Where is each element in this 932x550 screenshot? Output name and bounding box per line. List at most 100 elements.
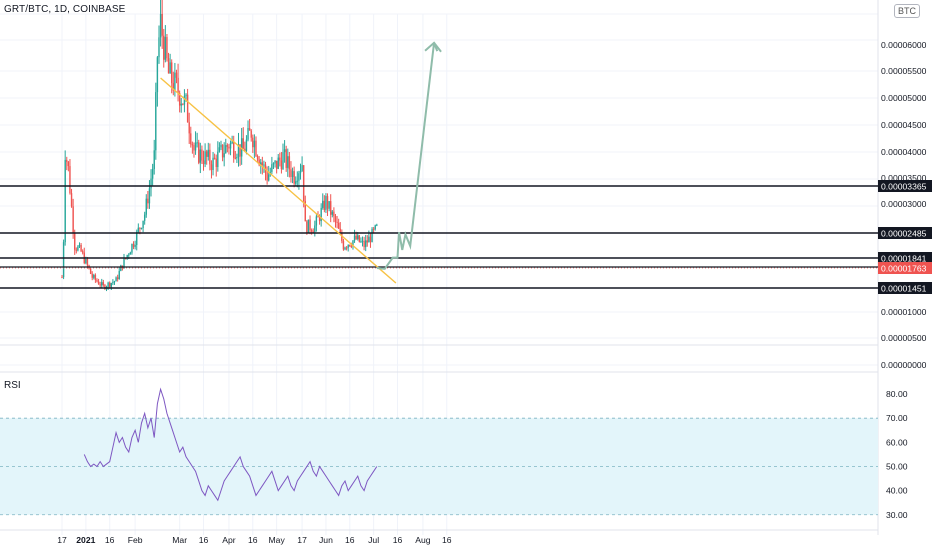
candle-body xyxy=(320,207,322,222)
candle-body xyxy=(223,153,225,158)
candle-body xyxy=(126,255,128,259)
candle-body xyxy=(253,140,256,148)
price-tick-label: 0.00004500 xyxy=(881,120,927,130)
rsi-tick-label: 60.00 xyxy=(886,437,908,447)
time-tick-label: Feb xyxy=(128,535,143,545)
currency-badge[interactable]: BTC xyxy=(894,4,920,18)
candles xyxy=(61,0,378,292)
candle-body xyxy=(342,241,345,250)
candle-body xyxy=(136,231,138,246)
candle-body xyxy=(315,216,318,226)
candle-body xyxy=(174,72,176,91)
candle-body xyxy=(199,149,202,163)
candle-body xyxy=(330,201,332,215)
candle-body xyxy=(169,62,171,74)
candle-body xyxy=(326,196,329,209)
candle-body xyxy=(96,279,98,282)
candle-body xyxy=(186,94,189,123)
candle-body xyxy=(183,95,186,105)
candle-body xyxy=(143,214,146,221)
symbol-title[interactable]: GRT/BTC, 1D, COINBASE xyxy=(4,4,126,15)
candle-body xyxy=(213,157,216,159)
candle-body xyxy=(112,282,114,284)
candle-body xyxy=(261,162,264,166)
candle-body xyxy=(129,252,132,255)
candle-body xyxy=(333,211,335,217)
candle-body xyxy=(260,162,262,166)
current-price-badge xyxy=(878,262,932,274)
candle-body xyxy=(352,240,354,247)
projection-path xyxy=(376,41,442,270)
candle-body xyxy=(221,144,224,158)
candle-body xyxy=(85,259,87,264)
candle-body xyxy=(77,246,79,251)
candle-body xyxy=(345,247,348,249)
level-label: 0.00003365 xyxy=(881,182,927,192)
candle-body xyxy=(272,163,275,165)
candle-body xyxy=(302,165,305,202)
candle-body xyxy=(67,161,70,167)
price-tick-label: 0.00000500 xyxy=(881,333,927,343)
candle-body xyxy=(190,133,192,145)
time-tick-label: Apr xyxy=(222,535,236,545)
rsi-tick-label: 50.00 xyxy=(886,461,908,471)
price-tick-label: 0.00003000 xyxy=(881,199,927,209)
time-tick-label: 16 xyxy=(248,535,258,545)
candle-body xyxy=(167,58,170,74)
candle-body xyxy=(295,181,297,184)
candle-body xyxy=(288,156,291,170)
candle-body xyxy=(204,151,206,165)
candle-body xyxy=(271,164,273,172)
candle-body xyxy=(229,143,232,149)
rsi-title[interactable]: RSI xyxy=(4,380,21,391)
price-tick-label: 0.00000000 xyxy=(881,360,927,370)
candle-body xyxy=(97,281,100,285)
candle-body xyxy=(328,201,330,209)
candle-body xyxy=(309,219,311,231)
time-tick-label: 16 xyxy=(345,535,355,545)
candle-body xyxy=(228,146,230,149)
candle-body xyxy=(317,216,319,218)
candle-body xyxy=(323,200,326,210)
candle-body xyxy=(218,147,221,152)
level-label: 0.00002485 xyxy=(881,229,927,239)
candle-body xyxy=(182,103,184,105)
candle-body xyxy=(93,275,95,278)
candle-body xyxy=(128,254,130,256)
time-tick-label: 17 xyxy=(57,535,67,545)
time-tick-label: 16 xyxy=(105,535,115,545)
candle-body xyxy=(357,235,359,240)
level-badge xyxy=(878,282,932,294)
candle-body xyxy=(252,137,254,148)
candle-body xyxy=(99,284,101,286)
candle-body xyxy=(74,232,76,250)
candle-body xyxy=(104,285,106,289)
candle-body xyxy=(236,157,238,159)
candle-body xyxy=(325,196,327,210)
candle-body xyxy=(242,138,244,149)
candle-body xyxy=(89,268,92,274)
time-tick-label: May xyxy=(269,535,286,545)
price-tick-label: 0.00001000 xyxy=(881,307,927,317)
time-tick-label: 16 xyxy=(442,535,452,545)
candle-body xyxy=(205,151,208,157)
candle-body xyxy=(283,149,286,153)
candle-body xyxy=(366,240,368,243)
candle-body xyxy=(280,160,283,170)
candle-body xyxy=(363,240,365,248)
time-tick-label: 17 xyxy=(297,535,307,545)
candle-body xyxy=(290,169,292,177)
candle-body xyxy=(151,168,154,179)
candle-body xyxy=(299,170,302,174)
candle-body xyxy=(163,35,165,60)
candle-body xyxy=(217,151,219,167)
rsi-panel: 80.00 70.00 60.00 50.00 40.00 30.00 xyxy=(0,387,908,520)
candle-body xyxy=(64,159,66,243)
candle-body xyxy=(337,222,340,229)
candle-body xyxy=(287,156,289,168)
candle-body xyxy=(80,244,82,252)
candle-body xyxy=(180,103,182,106)
candle-body xyxy=(347,244,349,248)
candle-body xyxy=(220,144,222,148)
